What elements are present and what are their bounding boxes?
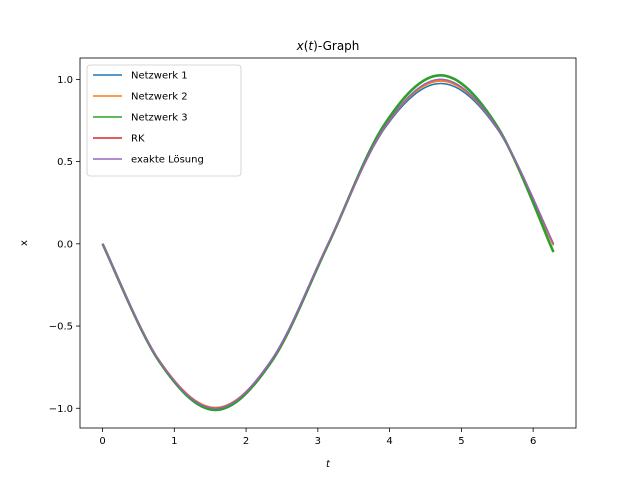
- x-tick-label: 6: [530, 436, 536, 447]
- y-tick-label: 1.0: [57, 75, 73, 86]
- y-tick-label: 0.5: [57, 157, 73, 168]
- legend-label: exakte Lösung: [131, 155, 204, 166]
- x-tick-label: 4: [386, 436, 392, 447]
- legend-box: [86, 64, 242, 177]
- title-arg: t: [308, 39, 314, 53]
- legend-label: Netzwerk 2: [131, 92, 188, 103]
- x-tick-label: 2: [243, 436, 249, 447]
- x-tick-label: 1: [171, 436, 177, 447]
- x-tick-label: 5: [458, 436, 464, 447]
- y-tick-label: −0.5: [49, 322, 73, 333]
- x-tick-label: 0: [99, 436, 105, 447]
- ticks-layer: 0 1 2 3 4 5 6 −1.0 −0.5 0.0 0.5 1.0: [49, 75, 537, 447]
- title-open: (: [304, 39, 309, 53]
- title-close: ): [313, 39, 318, 53]
- x-tick-label: 3: [315, 436, 321, 447]
- title-suffix: -Graph: [318, 39, 360, 53]
- series-layer: [101, 73, 555, 412]
- chart-title: x(t)-Graph: [296, 39, 360, 53]
- legend: Netzwerk 1 Netzwerk 2 Netzwerk 3 RK exakte L…: [86, 64, 242, 177]
- legend-label: Netzwerk 3: [131, 113, 188, 124]
- legend-items: Netzwerk 1 Netzwerk 2 Netzwerk 3 RK exakte L…: [93, 71, 204, 166]
- legend-label: RK: [131, 134, 145, 145]
- plot-frame: [79, 57, 577, 429]
- legend-label: Netzwerk 1: [131, 71, 188, 82]
- y-tick-label: −1.0: [49, 404, 73, 415]
- y-axis-label: x: [19, 240, 30, 246]
- series-line-5: [101, 78, 555, 410]
- title-var: x: [296, 39, 305, 53]
- x-axis-label: t: [326, 459, 331, 470]
- y-tick-label: 0.0: [57, 239, 73, 250]
